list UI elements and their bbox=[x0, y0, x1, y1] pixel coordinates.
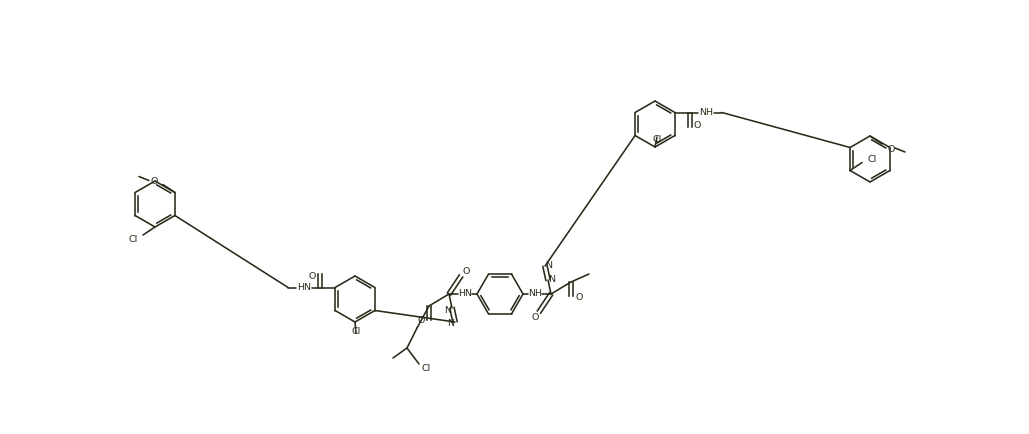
Text: O: O bbox=[887, 144, 894, 153]
Text: N: N bbox=[548, 274, 556, 283]
Text: N: N bbox=[545, 261, 553, 270]
Text: HN: HN bbox=[297, 283, 311, 291]
Text: Cl: Cl bbox=[867, 155, 877, 164]
Text: O: O bbox=[694, 121, 701, 130]
Text: N: N bbox=[445, 306, 452, 315]
Text: Cl: Cl bbox=[421, 364, 430, 373]
Text: N: N bbox=[448, 319, 455, 328]
Text: O: O bbox=[531, 313, 539, 322]
Text: O: O bbox=[150, 177, 157, 186]
Text: Cl: Cl bbox=[129, 235, 138, 244]
Text: NH: NH bbox=[699, 108, 713, 117]
Text: O: O bbox=[418, 316, 425, 325]
Text: Cl: Cl bbox=[652, 135, 662, 144]
Text: Cl: Cl bbox=[351, 327, 360, 336]
Text: NH: NH bbox=[528, 289, 542, 298]
Text: O: O bbox=[575, 292, 582, 301]
Text: O: O bbox=[309, 271, 316, 280]
Text: HN: HN bbox=[458, 289, 472, 298]
Text: O: O bbox=[462, 267, 469, 276]
